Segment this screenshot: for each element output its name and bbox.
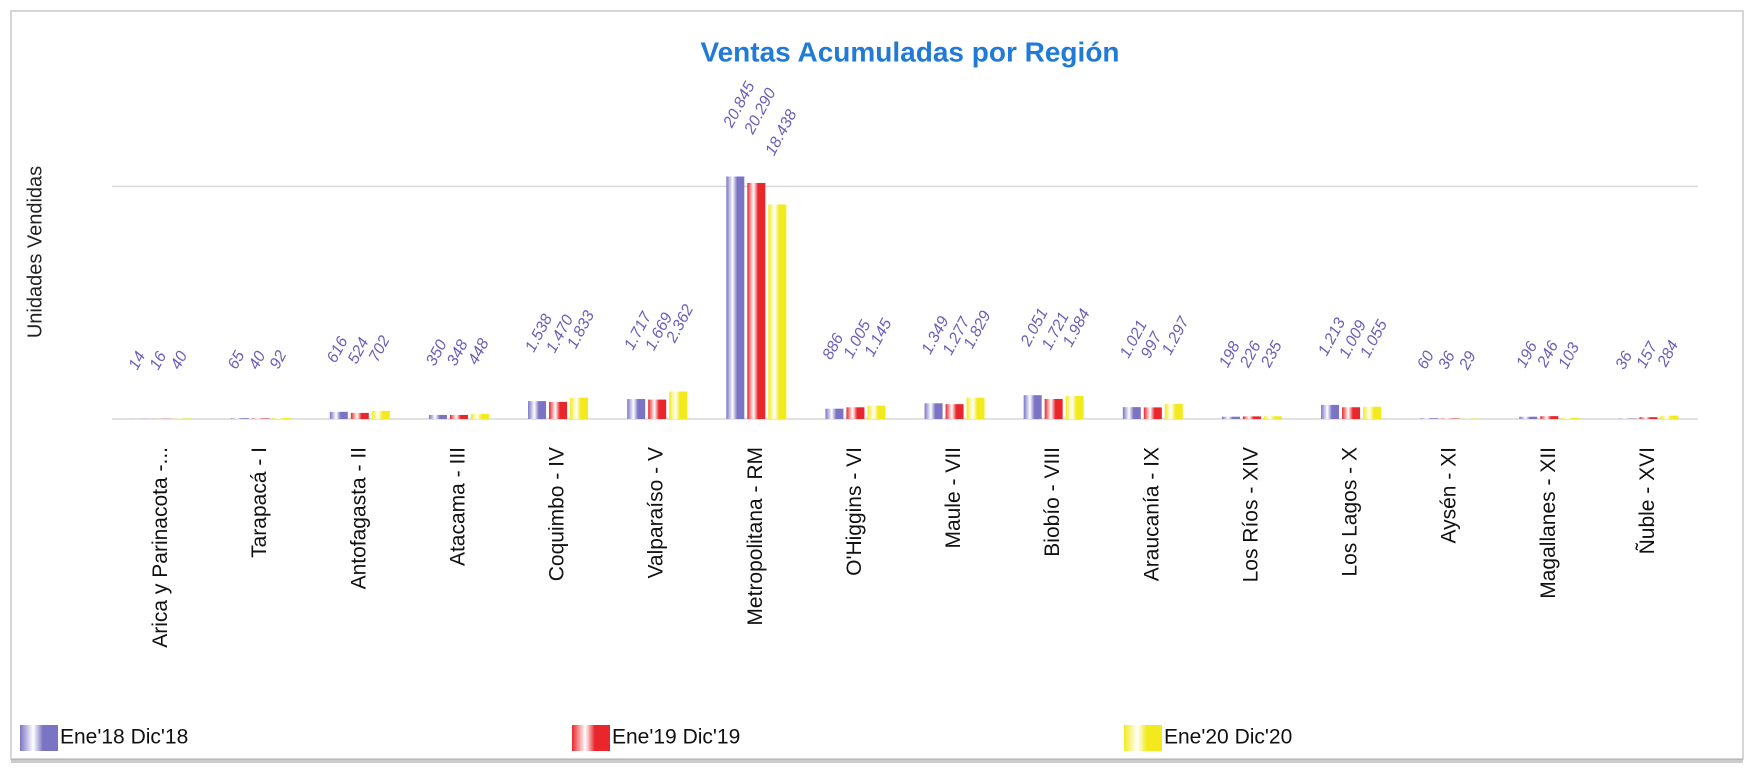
bar: [1420, 418, 1439, 419]
bar: [966, 397, 985, 419]
legend-label: Ene'18 Dic'18: [60, 726, 188, 749]
bar: [528, 401, 547, 419]
x-tick-label: Araucanía - IX: [1140, 447, 1163, 581]
y-axis-label: Unidades Vendidas: [24, 166, 46, 338]
value-label: 92: [267, 348, 290, 372]
legend-swatch: [572, 725, 610, 751]
bar: [1023, 395, 1042, 419]
x-tick-label: Tarapacá - I: [248, 447, 271, 558]
bar: [945, 404, 964, 419]
bar: [846, 407, 865, 419]
bar: [1044, 398, 1063, 419]
legend-swatch: [1124, 725, 1162, 751]
x-tick-label: O'Higgins - VI: [843, 447, 866, 576]
bar: [329, 411, 348, 419]
x-tick-label: Atacama - III: [446, 447, 469, 566]
legend-label: Ene'19 Dic'19: [612, 726, 740, 749]
bar: [669, 391, 688, 419]
bar: [549, 401, 568, 419]
bar: [1639, 417, 1658, 419]
x-tick-label: Arica y Parinacota -...: [149, 447, 172, 648]
bar: [1519, 416, 1538, 419]
bar: [1363, 406, 1382, 419]
value-label: 16: [147, 349, 170, 373]
bar: [627, 399, 646, 419]
x-tick-label: Ñuble - XVI: [1635, 447, 1659, 554]
bar: [1242, 416, 1261, 419]
bar: [726, 176, 745, 419]
bar: [1660, 415, 1679, 419]
bar: [428, 414, 447, 419]
frame: [10, 10, 1744, 760]
bar: [1122, 407, 1141, 419]
bar: [1164, 403, 1183, 419]
value-label: 36: [1613, 349, 1636, 373]
bar: [1561, 417, 1580, 419]
bar: [867, 405, 886, 419]
bar: [1221, 416, 1240, 419]
x-tick-label: Metropolitana - RM: [744, 447, 767, 626]
bar: [350, 412, 369, 419]
x-tick-label: Antofagasta - II: [347, 447, 370, 589]
bar: [1540, 416, 1559, 419]
x-tick-label: Magallanes - XII: [1537, 447, 1560, 599]
bar: [570, 397, 589, 419]
value-label: 14: [126, 349, 149, 373]
x-tick-label: Valparaíso - V: [645, 447, 668, 579]
value-label: 40: [168, 349, 191, 373]
x-tick-label: Los Ríos - XIV: [1239, 447, 1262, 582]
bar: [648, 399, 667, 419]
x-tick-label: Los Lagos - X: [1339, 447, 1362, 577]
bar: [272, 417, 291, 419]
bar: [371, 410, 390, 419]
bar: [470, 413, 489, 419]
frame-shadow: [11, 759, 1743, 763]
bar: [1263, 416, 1282, 419]
bar: [1143, 407, 1162, 419]
x-tick-label: Biobío - VIII: [1041, 447, 1064, 557]
value-label: 36: [1435, 349, 1458, 373]
x-tick-label: Aysén - XI: [1438, 447, 1461, 544]
legend-swatch: [20, 725, 58, 751]
chart-title: Ventas Acumuladas por Región: [700, 36, 1119, 67]
bar: [924, 403, 943, 419]
bar: [1321, 404, 1340, 419]
value-label: 29: [1456, 349, 1480, 374]
bar: [230, 418, 249, 419]
bar: [449, 414, 468, 419]
value-label: 60: [1414, 348, 1437, 372]
bar: [1065, 395, 1084, 419]
x-tick-label: Maule - VII: [942, 447, 965, 549]
value-label: 40: [246, 349, 269, 373]
bar: [768, 204, 787, 419]
bar: [747, 182, 766, 419]
bar: [825, 408, 844, 419]
bar: [1342, 407, 1361, 419]
value-label: 65: [225, 348, 248, 372]
legend-label: Ene'20 Dic'20: [1164, 726, 1292, 749]
x-tick-label: Coquimbo - IV: [546, 447, 569, 581]
